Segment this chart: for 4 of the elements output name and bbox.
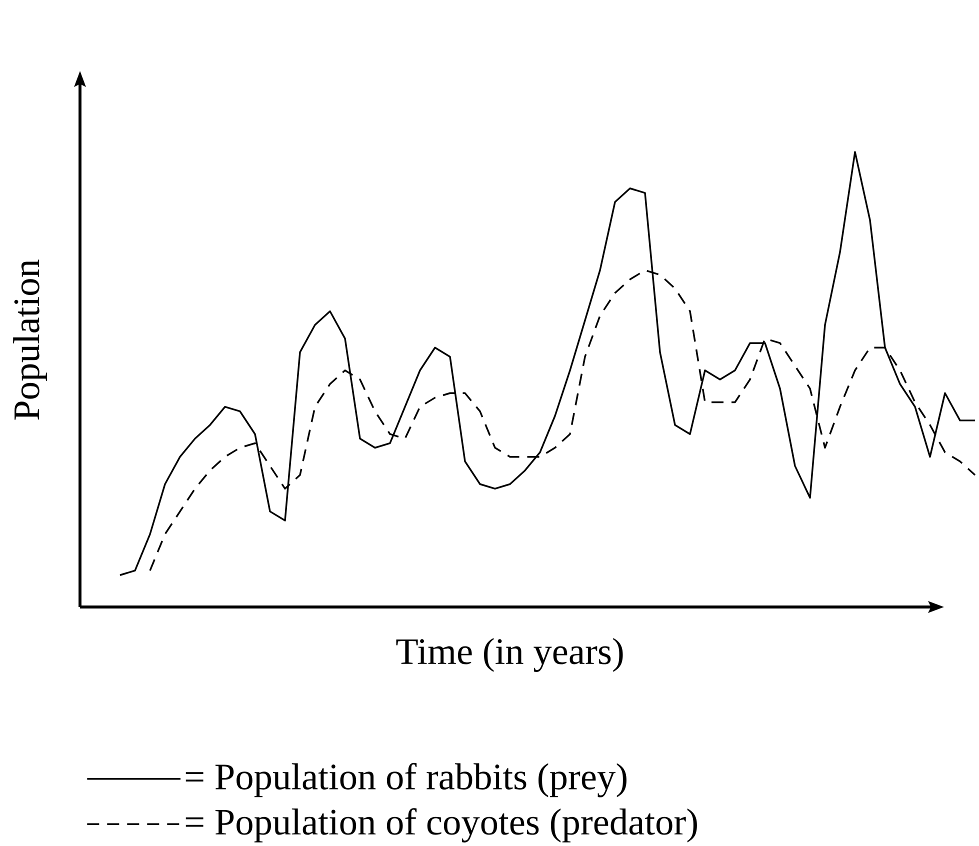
x-axis-title: Time (in years) <box>396 638 623 672</box>
y-axis-title: Population <box>13 260 47 420</box>
legend-label: = Population of coyotes (predator) <box>186 808 697 842</box>
legend-label: = Population of rabbits (prey) <box>186 762 626 798</box>
